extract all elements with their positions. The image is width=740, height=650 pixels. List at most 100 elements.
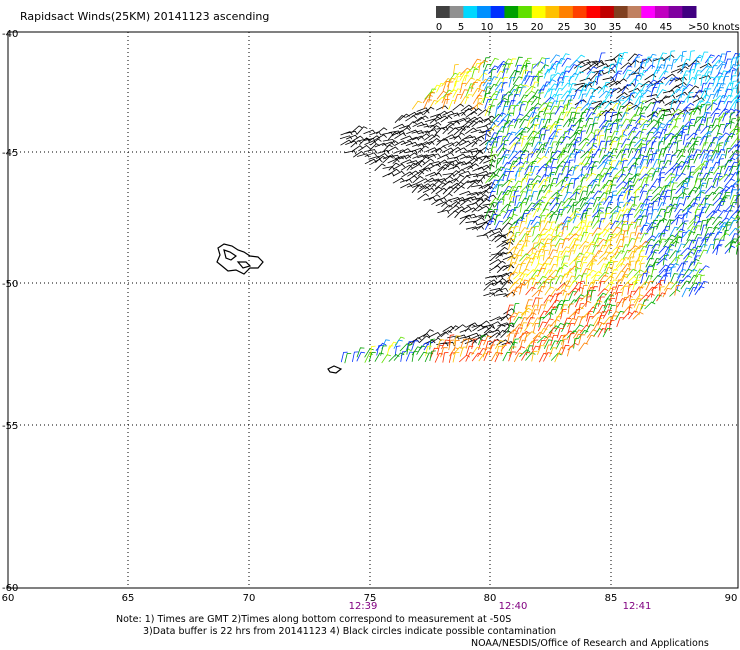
wind-barb <box>712 204 723 214</box>
wind-barb <box>632 248 639 259</box>
wind-barb <box>471 139 483 148</box>
wind-barb <box>543 88 553 98</box>
legend-swatch <box>436 6 451 18</box>
wind-barb <box>512 104 519 116</box>
wind-barb <box>682 188 689 199</box>
wind-barb <box>615 181 627 189</box>
wind-barb <box>530 96 542 106</box>
wind-barb <box>525 340 536 350</box>
wind-barb <box>545 79 557 88</box>
wind-barb <box>674 160 686 170</box>
legend-swatch <box>654 6 670 18</box>
wind-barb <box>634 225 642 236</box>
wind-barb <box>675 231 683 242</box>
wind-barb <box>723 173 734 183</box>
wind-barb <box>506 329 518 337</box>
wind-barb <box>459 67 471 76</box>
wind-barb <box>585 191 595 201</box>
wind-barb <box>489 120 500 130</box>
wind-barb <box>458 354 471 363</box>
wind-barb <box>585 156 595 166</box>
wind-barb <box>435 105 449 111</box>
wind-barb <box>562 317 572 328</box>
wind-barb <box>567 333 575 344</box>
wind-barb <box>568 148 579 158</box>
wind-barb <box>592 317 603 327</box>
legend-swatch <box>668 6 683 18</box>
wind-barb <box>705 71 713 82</box>
wind-barb <box>728 227 740 237</box>
wind-barb <box>592 134 600 146</box>
wind-barb <box>627 119 636 130</box>
wind-barb <box>423 341 434 351</box>
wind-barb <box>658 245 670 254</box>
wind-barb <box>531 275 540 286</box>
wind-barb <box>464 77 475 87</box>
wind-barb <box>473 174 486 179</box>
wind-barb <box>452 346 464 355</box>
wind-barb <box>490 68 497 80</box>
legend-label: 40 <box>635 22 648 33</box>
wind-barb <box>506 208 517 219</box>
wind-barb <box>507 150 518 160</box>
wind-barb <box>508 77 516 88</box>
wind-barb <box>476 170 489 176</box>
wind-barb <box>483 283 495 291</box>
wind-barb <box>682 102 695 111</box>
wind-barb <box>603 69 616 75</box>
wind-barb <box>482 93 491 104</box>
wind-barb <box>411 130 424 135</box>
lat-label: -50 <box>2 279 18 290</box>
wind-barb <box>344 150 357 155</box>
wind-barb <box>585 172 597 182</box>
wind-barb <box>729 112 736 123</box>
wind-barb <box>497 147 507 157</box>
wind-barb <box>441 180 453 188</box>
wind-barb <box>596 238 607 248</box>
wind-barb <box>598 274 609 284</box>
wind-barb <box>448 334 455 346</box>
wind-barb <box>724 178 735 188</box>
wind-barb <box>459 199 472 207</box>
wind-barb <box>664 206 671 217</box>
wind-barb <box>544 146 553 157</box>
wind-barb <box>490 179 499 190</box>
wind-barb <box>411 135 425 141</box>
wind-barb <box>345 140 358 145</box>
wind-barb <box>490 316 503 322</box>
wind-barb <box>712 178 721 189</box>
wind-barb <box>616 317 625 328</box>
wind-barb <box>638 286 645 298</box>
wind-barb <box>538 185 547 195</box>
wind-barb <box>429 121 442 129</box>
wind-barb <box>567 143 576 154</box>
wind-barb <box>662 185 670 196</box>
wind-barb <box>658 176 665 188</box>
wind-barb <box>526 124 538 133</box>
wind-barb <box>363 129 376 135</box>
wind-barb <box>652 70 660 81</box>
wind-barb <box>388 162 400 171</box>
wind-barb <box>533 263 543 273</box>
wind-barb <box>644 102 655 111</box>
wind-barb <box>566 182 574 194</box>
wind-barb <box>532 207 542 218</box>
wind-barb <box>430 147 443 153</box>
wind-barb <box>716 176 723 187</box>
wind-barb <box>447 112 460 117</box>
wind-barb <box>549 255 558 266</box>
wind-barb <box>375 152 388 160</box>
wind-barb <box>521 213 529 224</box>
wind-barb <box>484 98 493 109</box>
wind-barb <box>578 185 589 195</box>
wind-barb <box>633 294 644 304</box>
wind-barb <box>610 286 618 297</box>
wind-barb <box>674 202 684 213</box>
wind-barb <box>502 170 510 181</box>
wind-barb <box>639 155 648 166</box>
wind-barb <box>544 286 555 296</box>
wind-barb <box>658 129 668 139</box>
wind-barb <box>627 53 639 62</box>
wind-barb <box>651 200 658 212</box>
wind-barb <box>616 99 625 110</box>
